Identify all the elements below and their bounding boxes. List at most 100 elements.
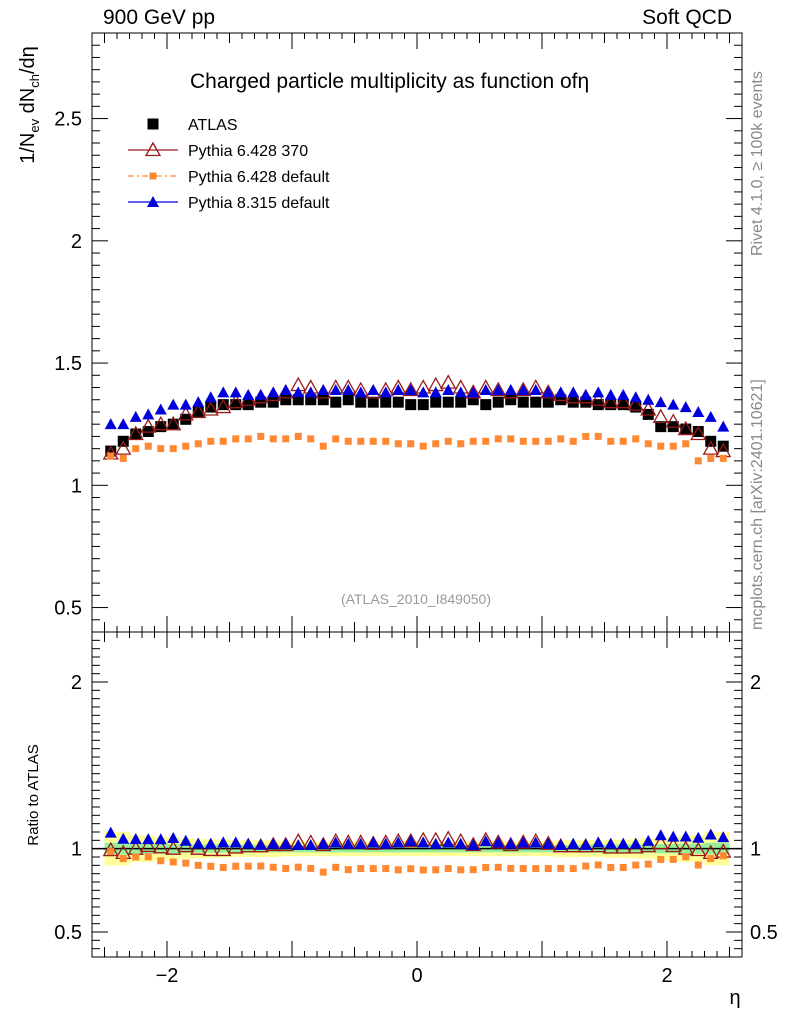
data-point (594, 432, 602, 440)
data-point (419, 442, 427, 450)
ratio-point (652, 834, 669, 850)
data-point (542, 386, 555, 398)
data-point (115, 440, 132, 455)
ratio-point (194, 861, 202, 869)
data-point (179, 398, 192, 410)
ratio-point (165, 840, 182, 855)
data-point (130, 428, 142, 440)
ratio-point (490, 834, 507, 849)
ratio-point (607, 863, 615, 871)
ratio-point (117, 832, 130, 844)
data-point (607, 437, 615, 445)
ratio-point (469, 866, 477, 874)
ratio-point (569, 865, 577, 873)
svg-text:1/Nev dNch/dη: 1/Nev dNch/dη (17, 46, 42, 164)
ratio-point (667, 830, 680, 842)
data-point (382, 437, 390, 445)
data-point (217, 399, 229, 411)
xtick-label: 0 (411, 965, 422, 987)
data-point (494, 435, 502, 443)
data-point (407, 440, 415, 448)
data-point (482, 437, 490, 445)
ratio-point (317, 837, 330, 849)
data-point (592, 386, 605, 398)
data-point (582, 432, 590, 440)
data-point (632, 435, 640, 443)
ratio-point (292, 838, 305, 850)
data-point (317, 394, 329, 406)
data-point (294, 432, 302, 440)
ratio-point (567, 837, 580, 849)
data-point (602, 393, 619, 409)
ratio-point (169, 858, 177, 866)
ratio-point (519, 865, 527, 873)
data-point (479, 383, 492, 395)
data-point (167, 418, 179, 430)
data-point (319, 442, 327, 450)
data-point (205, 401, 217, 413)
data-point (107, 452, 115, 460)
data-point (167, 398, 180, 410)
ratio-point (542, 837, 555, 849)
data-point (480, 399, 492, 411)
ratio-point (417, 836, 430, 848)
data-point (680, 423, 692, 435)
ratio-point (419, 866, 427, 874)
ratio-point (707, 855, 715, 863)
ratio-point (692, 831, 705, 843)
ratio-point (257, 862, 265, 870)
data-point (280, 394, 292, 406)
ratio-point (579, 838, 592, 850)
data-point (544, 437, 552, 445)
data-point (517, 383, 530, 395)
legend-marker (149, 172, 157, 180)
data-point (492, 383, 505, 395)
data-point (679, 401, 692, 413)
legend-label: Pythia 6.428 370 (188, 143, 308, 160)
data-point (619, 437, 627, 445)
ratio-point (179, 834, 192, 846)
ratio-point (152, 838, 169, 854)
data-point (369, 437, 377, 445)
data-point (615, 393, 632, 409)
header-process-label: Soft QCD (642, 6, 732, 29)
ratio-point (157, 857, 165, 865)
ratio-point (654, 829, 667, 841)
data-point (629, 391, 642, 403)
ratio-point (642, 834, 655, 846)
series-2 (107, 432, 727, 465)
main-series-markers (102, 374, 732, 465)
ratio-point (269, 863, 277, 871)
data-point (155, 421, 167, 433)
ratio-point (507, 864, 515, 872)
legend-entry: Pythia 6.428 370 (128, 141, 308, 160)
data-point (517, 396, 529, 408)
ratio-point (432, 866, 440, 874)
data-point (127, 425, 144, 441)
legend-label: ATLAS (188, 117, 238, 134)
data-point (330, 396, 342, 408)
legend-entry: Pythia 8.315 default (128, 195, 330, 212)
ratio-point (604, 837, 617, 849)
ratio-point (517, 836, 530, 848)
ratio-point (429, 837, 442, 849)
data-point (244, 435, 252, 443)
ratio-point (669, 855, 677, 863)
ratio-point (104, 826, 117, 838)
ratio-point (619, 863, 627, 871)
data-point (392, 396, 404, 408)
ratio-point (529, 836, 542, 848)
data-point (417, 386, 430, 398)
ratio-point (382, 865, 390, 873)
legend-marker (144, 141, 162, 157)
data-point (267, 386, 280, 398)
ratio-point (354, 837, 367, 849)
data-point (152, 415, 169, 431)
data-point (367, 383, 380, 395)
xtick-label: 2 (661, 965, 672, 987)
data-point (505, 394, 517, 406)
ratio-ytick-label: 0.5 (54, 922, 82, 944)
data-point (177, 406, 194, 421)
ratio-point (657, 855, 665, 863)
